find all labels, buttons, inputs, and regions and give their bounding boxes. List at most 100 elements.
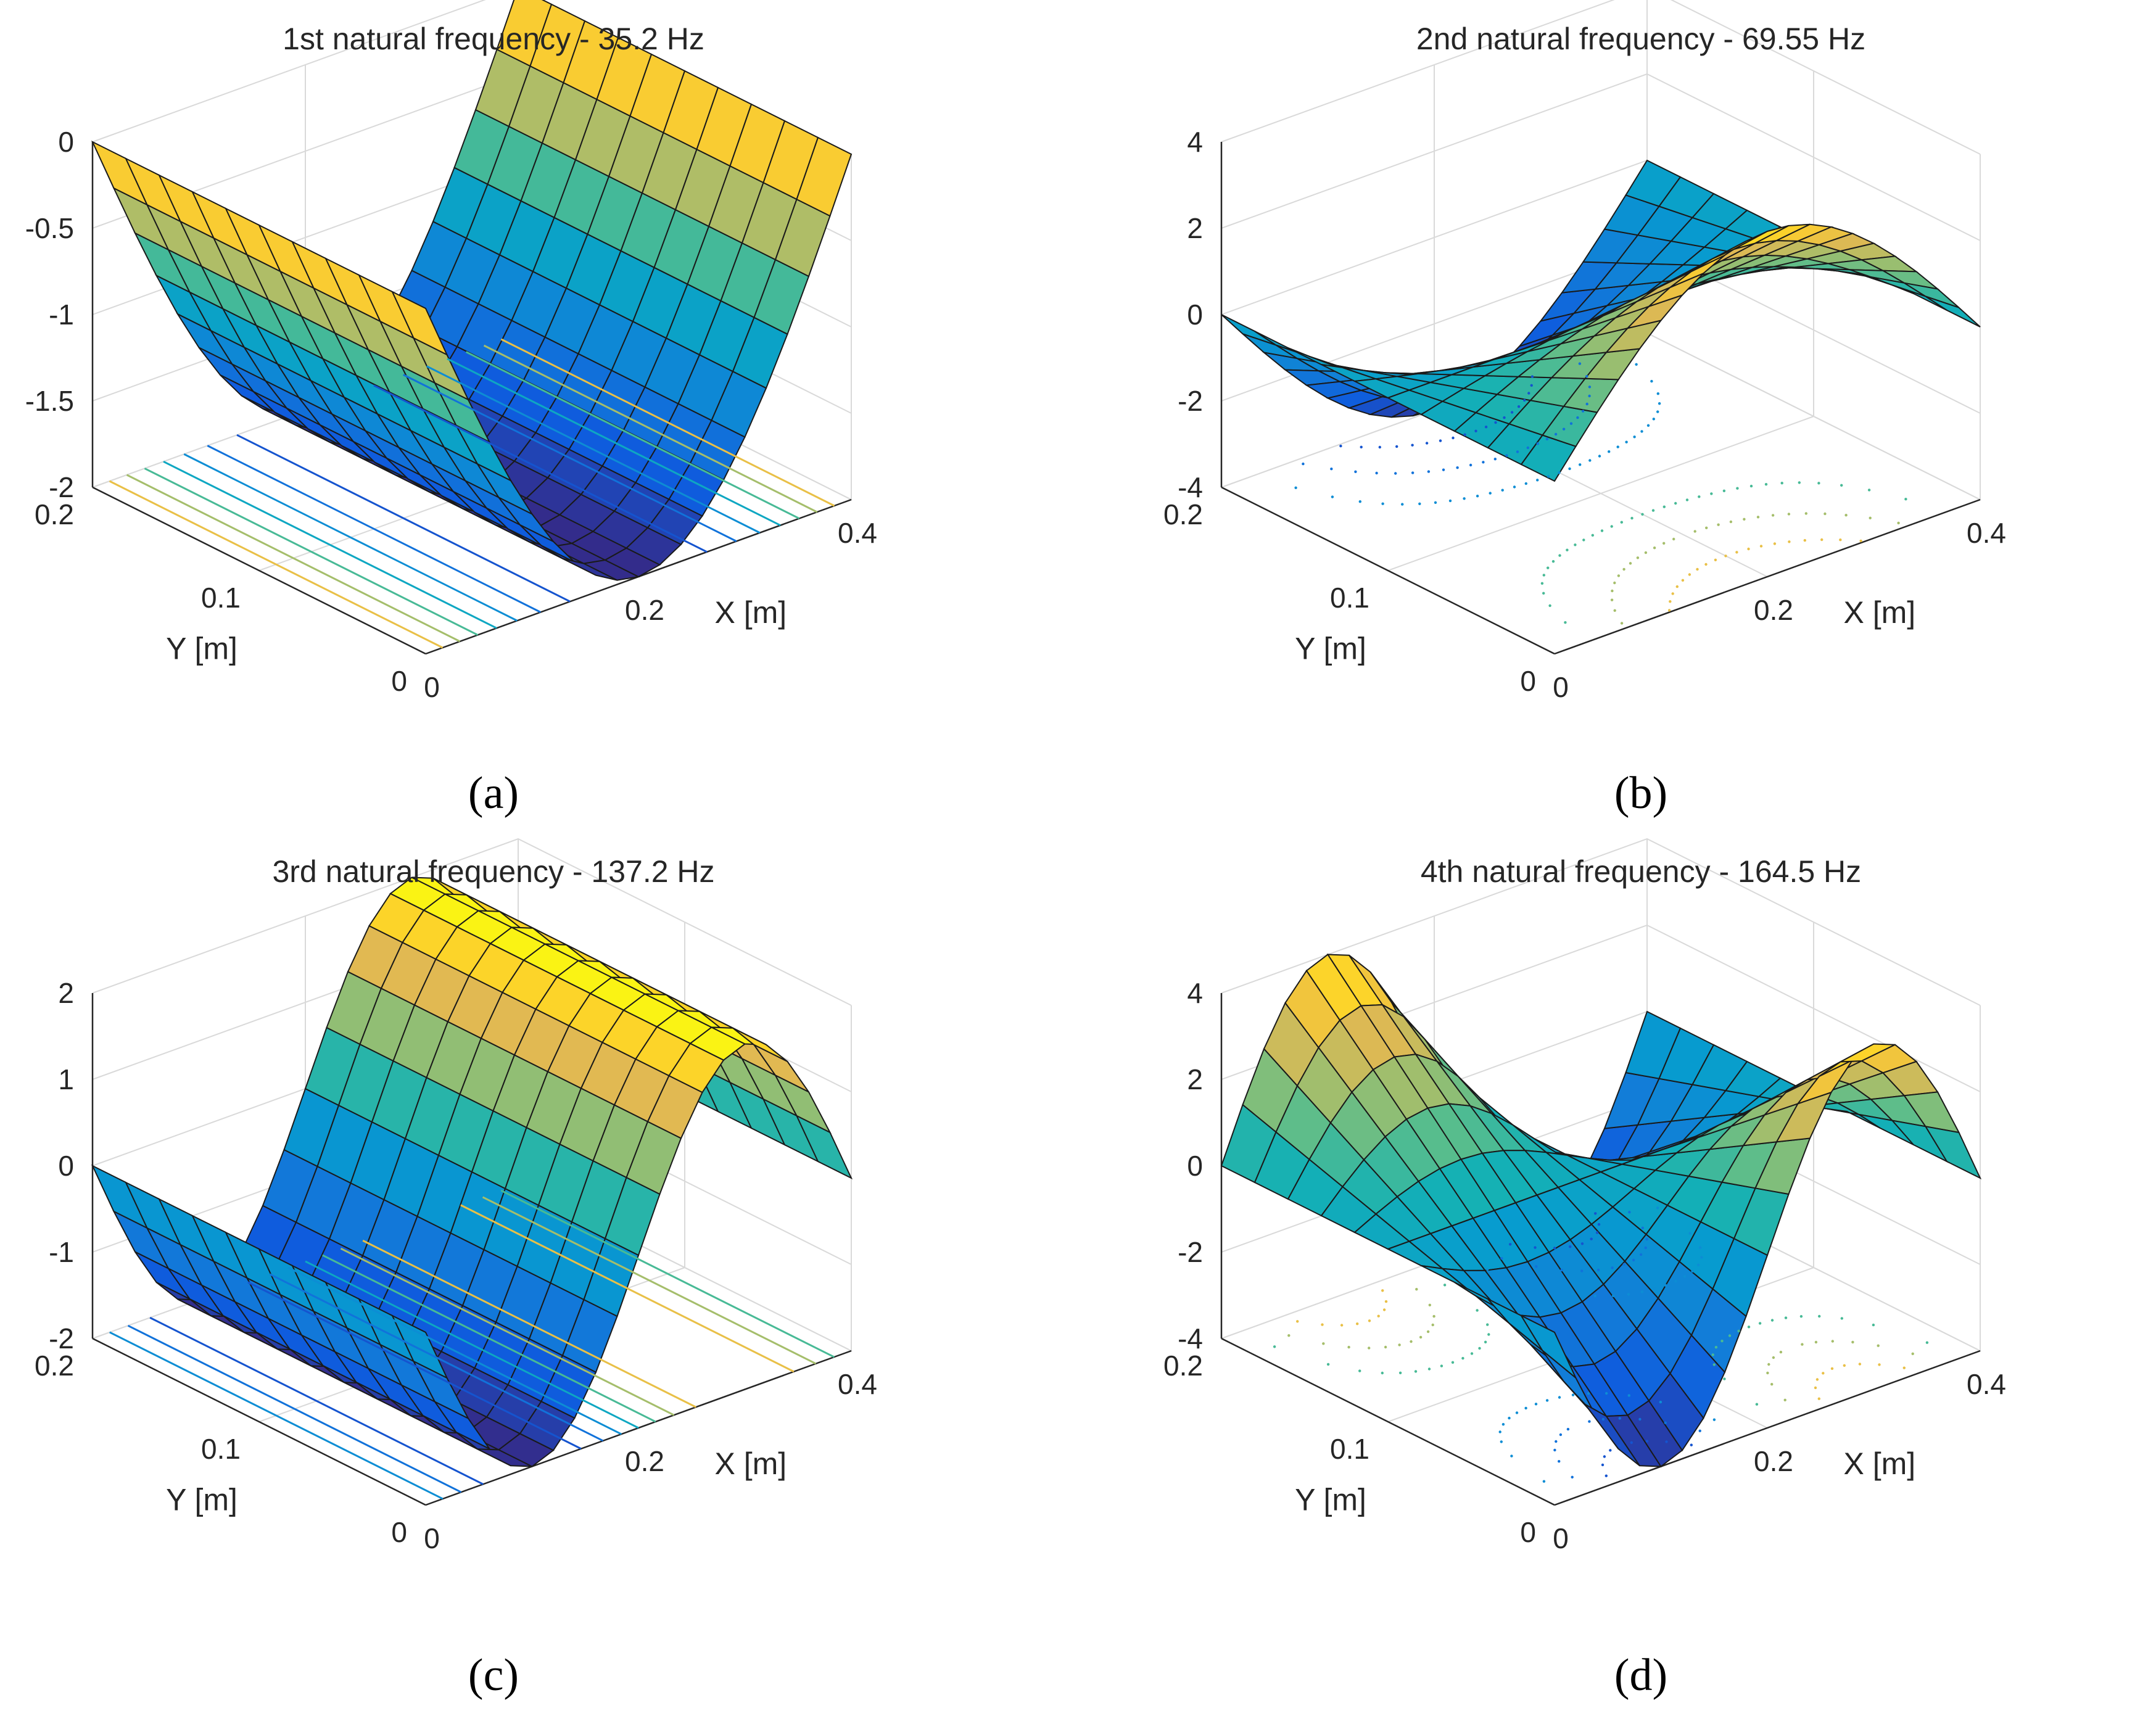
contour-dot <box>1664 1421 1667 1424</box>
z-tick-label: -4 <box>1178 1322 1203 1355</box>
z-tick-label: -0.5 <box>25 212 74 244</box>
y-tick-label: 0.2 <box>35 1350 74 1382</box>
contour-dot <box>1548 604 1551 608</box>
surface <box>91 0 853 581</box>
contour-dot <box>1273 1345 1276 1348</box>
contour-dot <box>1629 562 1632 565</box>
contour-dot <box>1696 1263 1700 1266</box>
contour-dot <box>1610 525 1613 528</box>
contour-dot <box>1576 416 1579 419</box>
contour-dot <box>1620 622 1624 625</box>
contour-dot <box>1452 436 1455 440</box>
contour-dot <box>1630 1441 1633 1444</box>
contour-dot <box>1787 513 1791 516</box>
contour-dot <box>1618 1417 1621 1420</box>
tick-labels: -4 -2 0 2 4 0 0.2 0.4 0 0.1 0.2 <box>1163 126 2006 703</box>
contour-dot <box>1669 600 1672 603</box>
contour-dot <box>1508 1416 1511 1420</box>
y-tick-label: 0.2 <box>35 498 74 530</box>
contour-dot <box>1527 392 1530 395</box>
contour-dot <box>1724 555 1727 558</box>
contour-line <box>126 474 461 643</box>
contour-dot <box>1767 1363 1770 1366</box>
contours <box>109 338 835 649</box>
contour-dot <box>1545 437 1549 440</box>
contour-line <box>207 445 541 613</box>
contour-dot <box>1560 1268 1563 1272</box>
contour-dot <box>1498 1430 1501 1433</box>
grid-line-y <box>1387 71 1814 571</box>
contour-dot <box>1524 482 1527 485</box>
contour-dot <box>1681 579 1685 582</box>
contour-dot <box>1766 1371 1769 1375</box>
contour-dot <box>1705 526 1708 529</box>
contour-dot <box>1401 503 1404 506</box>
x-axis-label: X [m] <box>1843 1446 1915 1481</box>
contour-line <box>340 1247 675 1416</box>
surface <box>1220 954 1982 1467</box>
contour-dot <box>1593 1294 1596 1298</box>
contour-dot <box>1688 573 1691 576</box>
y-axis-line <box>1221 1337 1555 1506</box>
chart-title: 4th natural frequency - 164.5 Hz <box>1421 854 1861 889</box>
contour-line <box>183 453 518 622</box>
contour-dot <box>1558 554 1561 557</box>
contour-dot <box>1568 467 1571 471</box>
contour-dot <box>1384 1345 1387 1349</box>
contour-dot <box>1605 1392 1608 1395</box>
contour-dot <box>1545 1399 1549 1402</box>
contour-dot <box>1640 1290 1644 1293</box>
x-tick-label: 0 <box>1553 671 1569 703</box>
chart-title: 3rd natural frequency - 137.2 Hz <box>272 854 714 889</box>
contour-dot <box>1440 1364 1444 1367</box>
contour-dot <box>1652 418 1655 421</box>
z-tick-label: 4 <box>1187 126 1203 158</box>
contour-dot <box>1322 1342 1325 1345</box>
x-axis-line <box>1554 498 1981 655</box>
x-tick-label: 0.4 <box>1967 1368 2006 1400</box>
contour-dot <box>1869 516 1872 519</box>
contour-dot <box>1485 1268 1489 1271</box>
contour-dot <box>1591 534 1594 537</box>
contour-dot <box>1628 1211 1631 1214</box>
tick-labels: -4 -2 0 2 4 0 0.2 0.4 0 0.1 0.2 <box>1163 977 2006 1554</box>
contour-dot <box>1425 442 1429 445</box>
contour-dot <box>1653 546 1656 550</box>
x-tick-label: 0 <box>424 671 440 703</box>
contour-dot <box>1427 470 1431 473</box>
contour-dot <box>1690 1443 1693 1446</box>
contour-dot <box>1867 489 1871 492</box>
contour-dot <box>1773 542 1777 545</box>
contour-dot <box>1415 1288 1418 1291</box>
contour-dot <box>1439 439 1442 442</box>
contour-line <box>305 1260 639 1429</box>
contour-dot <box>1840 1317 1843 1320</box>
contour-dot <box>1641 513 1644 516</box>
contour-dot <box>1428 1303 1431 1306</box>
contour-dot <box>1582 538 1585 542</box>
contour-dot <box>1798 481 1801 484</box>
z-tick-label: 0 <box>58 1150 74 1182</box>
contour-dot <box>1659 1400 1662 1404</box>
contour-dot <box>1675 585 1679 588</box>
chart-title: 1st natural frequency - 35.2 Hz <box>283 22 704 56</box>
z-tick-label: 0 <box>58 126 74 158</box>
contour-dot <box>1700 1256 1703 1259</box>
contour-dot <box>1671 592 1674 595</box>
contour-dot <box>1510 1454 1513 1458</box>
contour-dot <box>1526 446 1529 450</box>
contour-dot <box>1339 444 1342 448</box>
contour-dot <box>1817 482 1820 485</box>
contour-dot <box>1581 410 1585 413</box>
contour-dot <box>1651 509 1655 512</box>
chart-panel-d: -4 -2 0 2 4 0 0.2 0.4 0 0.1 0.2 X [m] Y [m] 4th natur… <box>1163 838 2006 1701</box>
contour-dot <box>1839 538 1842 542</box>
x-tick-label: 0.2 <box>1754 594 1793 626</box>
x-tick-label: 0 <box>1553 1522 1569 1554</box>
contour-dot <box>1632 1258 1635 1262</box>
surface-patch <box>796 136 853 217</box>
contour-dot <box>1656 1206 1659 1210</box>
contour-dot <box>1627 1293 1630 1296</box>
contour-dot <box>1579 463 1582 466</box>
